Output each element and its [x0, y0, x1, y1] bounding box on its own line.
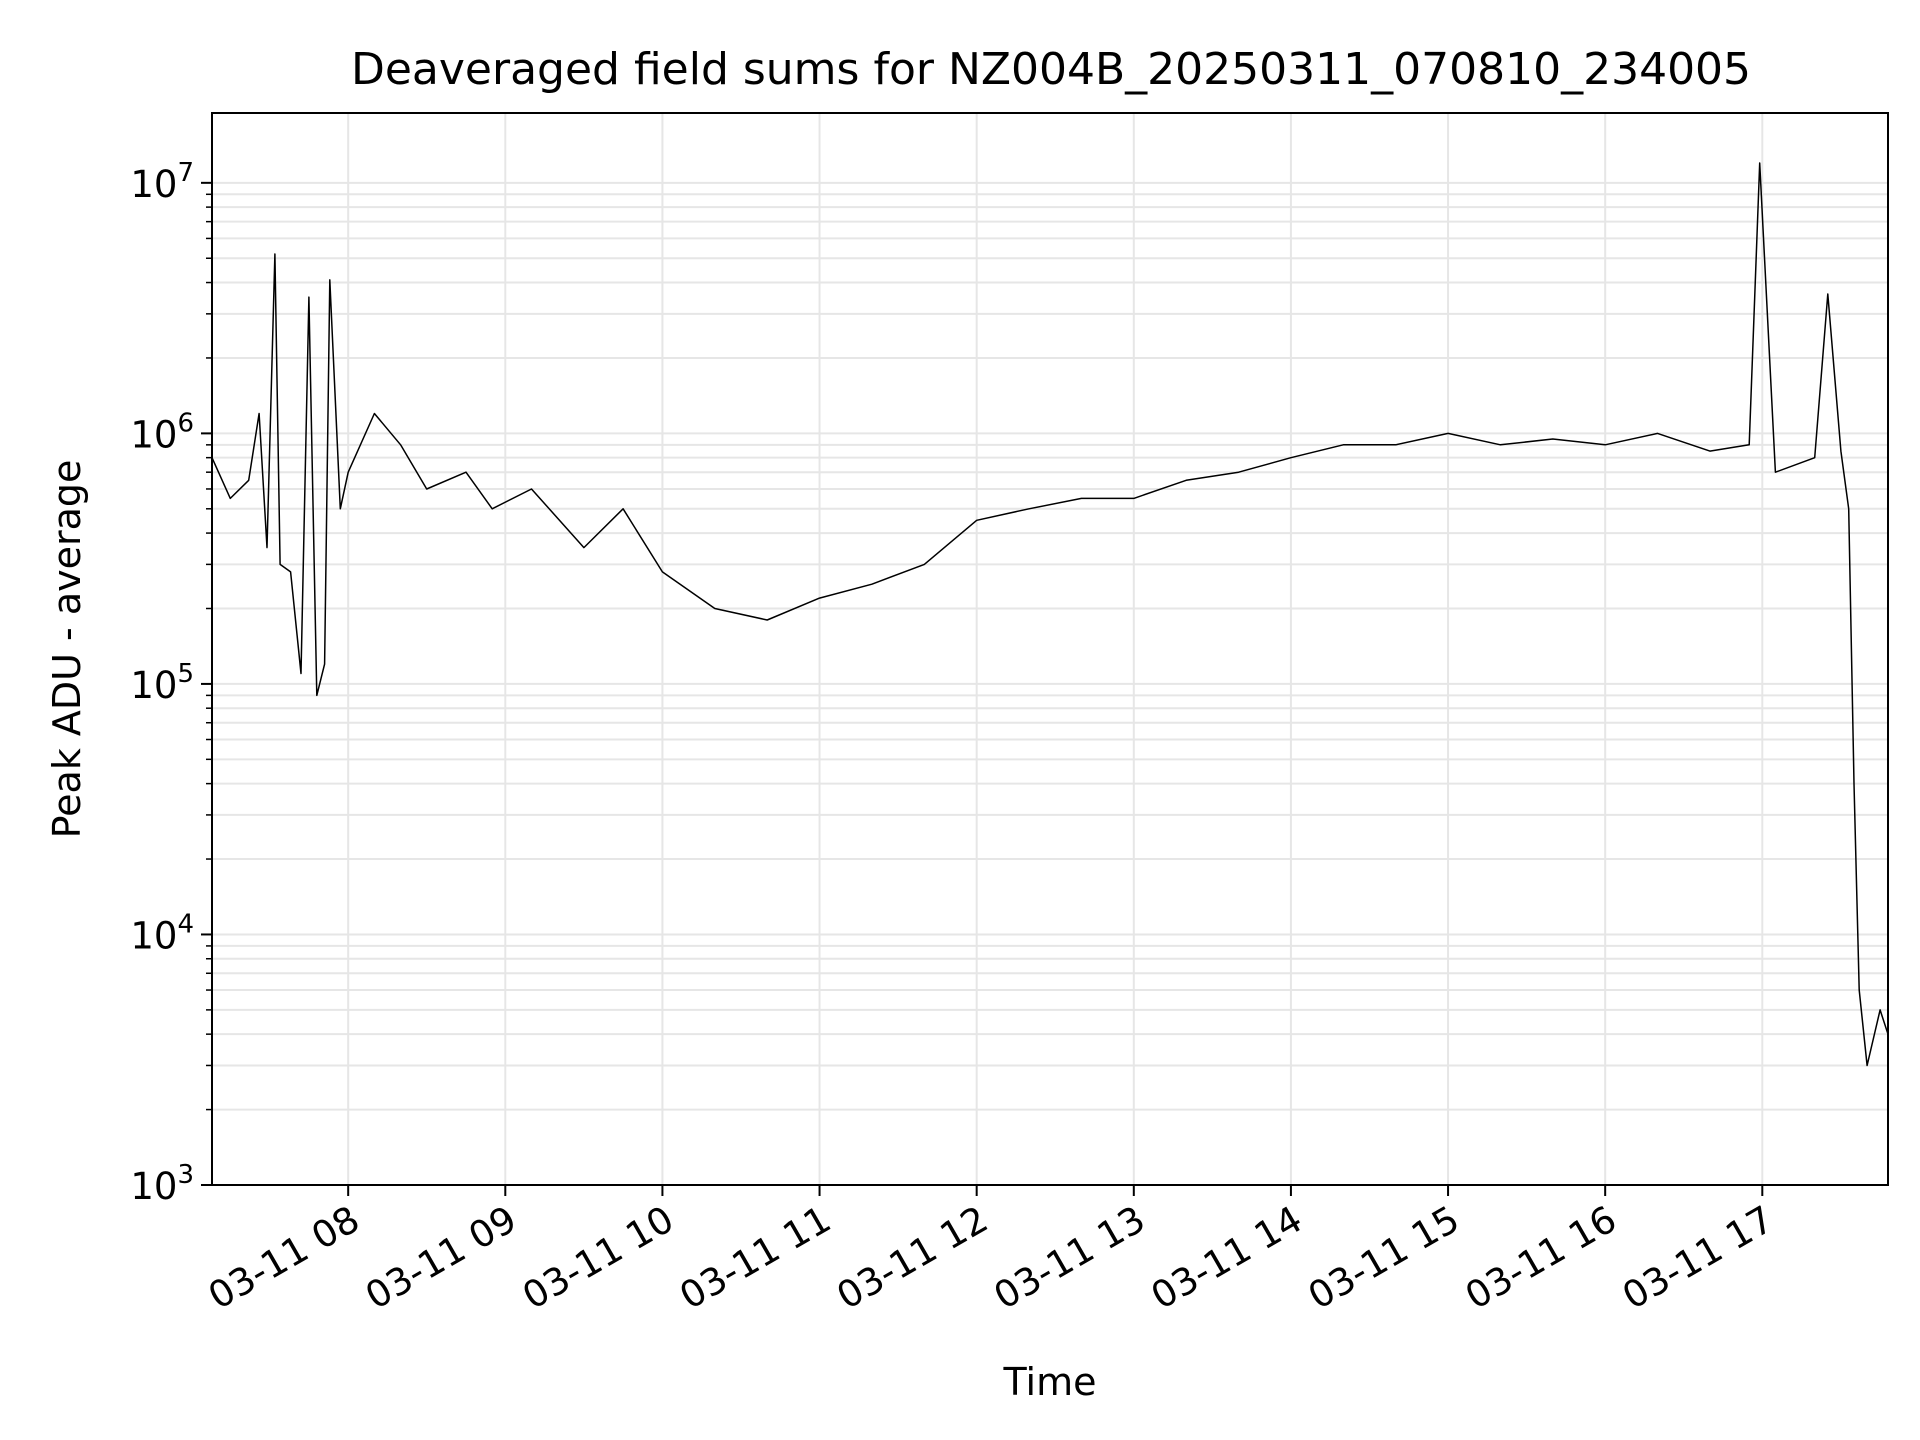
- y-tick-exponent: 5: [177, 659, 194, 689]
- y-tick-exponent: 4: [177, 909, 194, 939]
- plot-area: [211, 112, 1889, 1186]
- chart-title: Deaveraged field sums for NZ004B_2025031…: [351, 44, 1751, 95]
- y-tick-exponent: 7: [177, 158, 194, 188]
- data-series: [211, 162, 1889, 1067]
- plot-background: [212, 113, 1888, 1185]
- y-tick-exponent: 3: [177, 1160, 194, 1190]
- y-axis-label: Peak ADU - average: [45, 460, 89, 839]
- plot-frame: [211, 112, 1889, 1186]
- y-tick-exponent: 6: [177, 408, 194, 438]
- y-tick-label: 104: [130, 909, 194, 957]
- series-line: [211, 162, 1889, 1067]
- x-axis-label: Time: [1003, 1360, 1097, 1404]
- grid: [212, 113, 1888, 1186]
